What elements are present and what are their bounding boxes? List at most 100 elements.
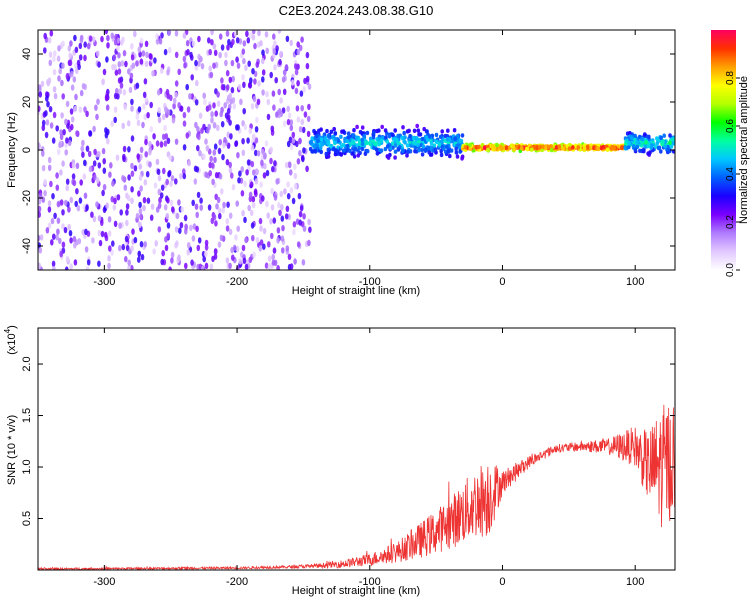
spectrogram-cell: [199, 204, 203, 211]
spectrogram-cell: [52, 55, 56, 63]
spectrogram-cell: [273, 160, 277, 167]
spectrogram-cell: [52, 69, 57, 76]
spectrogram-cell: [72, 235, 77, 243]
spectrogram-cell: [438, 134, 443, 140]
spectrogram-cell: [137, 190, 141, 197]
spectrogram-cell: [251, 68, 255, 75]
spectrogram-cell: [567, 146, 572, 151]
spectrogram-cell: [278, 108, 282, 115]
spectrogram-cell: [96, 50, 100, 57]
spectrogram-cell: [128, 86, 133, 94]
spectrogram-cell: [144, 151, 148, 158]
spectrogram-cell: [297, 192, 302, 200]
spectrogram-cell: [130, 197, 134, 204]
spectrogram-cell: [107, 262, 111, 270]
spectrogram-cell: [368, 136, 373, 141]
spectrogram-cell: [296, 241, 301, 248]
spectrogram-cell: [196, 191, 201, 199]
spectrogram-cell: [280, 235, 285, 242]
spectrogram-cell: [202, 153, 206, 160]
spectrogram-cell: [286, 118, 291, 126]
spectrogram-cell: [53, 93, 58, 100]
spectrogram-cell: [647, 134, 651, 139]
spectrogram-cell: [445, 136, 450, 142]
spectrogram-cell: [81, 83, 86, 90]
spectrogram-cell: [67, 224, 71, 231]
spectrogram-cell: [360, 141, 365, 147]
spectrogram-cell: [360, 131, 365, 136]
spectrogram-cell: [266, 113, 271, 121]
spectrogram-cell: [100, 219, 104, 226]
spectrogram-cell: [235, 56, 239, 63]
spectrogram-cell: [49, 180, 53, 188]
spectrogram-cell: [543, 145, 548, 151]
spectrogram-cell: [49, 122, 54, 129]
spectrogram-cell: [144, 138, 148, 146]
spectrogram-cell: [50, 217, 55, 225]
spectrogram-cell: [65, 137, 69, 144]
spectrogram-cell: [139, 185, 143, 192]
spectrogram-cell: [136, 153, 140, 160]
spectrogram-cell: [259, 181, 263, 188]
spectrogram-cell: [374, 147, 379, 152]
spectrogram-cell: [333, 137, 338, 142]
spectrogram-y-axis: -40 -20 0 20 40: [21, 48, 675, 254]
spectrogram-cell: [45, 119, 50, 126]
spectrogram-cell: [208, 65, 212, 72]
spectrogram-cell: [159, 141, 164, 148]
spectrogram-cell: [295, 105, 300, 112]
spectrogram-cell: [495, 142, 499, 148]
spectrogram-cell: [307, 239, 311, 247]
spectrogram-cell: [92, 160, 97, 167]
spectrogram-cell: [511, 143, 516, 149]
spectrogram-cell: [393, 155, 397, 160]
spectrogram-cell: [202, 255, 206, 263]
spectrogram-cell: [56, 228, 60, 235]
spectrogram-cell: [97, 61, 101, 68]
spectrogram-cell: [171, 117, 176, 124]
snr-series-line: [38, 404, 675, 570]
spectrogram-cell: [169, 180, 173, 187]
spectrogram-cell: [90, 211, 94, 218]
spectrogram-cell: [130, 105, 134, 112]
spectrogram-cell: [41, 150, 45, 157]
spectrogram-cell: [209, 71, 214, 79]
spectrogram-cell: [286, 140, 291, 148]
spectrogram-cell: [341, 142, 346, 148]
spectrogram-cell: [139, 58, 144, 65]
spectrogram-cell: [125, 203, 130, 210]
spectrogram-cell: [225, 225, 230, 232]
spectrogram-cell: [244, 64, 248, 72]
spectrogram-cell: [124, 60, 128, 68]
spectrogram-cell: [272, 33, 276, 40]
spectrogram-cell: [351, 139, 355, 144]
spectrogram-cell: [117, 68, 122, 75]
spectrogram-cell: [220, 188, 224, 195]
spectrogram-cell: [302, 86, 307, 93]
spectrogram-cell: [55, 172, 59, 179]
spectrogram-cell: [446, 128, 450, 133]
spectrogram-cell: [271, 90, 276, 97]
spectrogram-cell: [123, 103, 127, 111]
spectrogram-cell: [254, 126, 259, 133]
spectrogram-cell: [305, 165, 309, 172]
spectrogram-cell: [339, 152, 344, 157]
spectrogram-cell: [86, 259, 91, 266]
spectrogram-cell: [650, 143, 654, 148]
spectrogram-cell: [144, 60, 149, 67]
spectrogram-cell: [64, 199, 68, 207]
spectrogram-cell: [213, 49, 218, 56]
spectrogram-cell: [204, 171, 208, 178]
spectrogram-cell: [449, 148, 454, 153]
spectrogram-cell: [185, 132, 190, 139]
spectrogram-cell: [289, 119, 294, 126]
spectrogram-cell: [182, 111, 187, 119]
spectrogram-cell: [407, 128, 411, 133]
spectrogram-cell: [440, 129, 445, 134]
colorbar-tick-label: 0.8: [725, 71, 736, 85]
spectrogram-cell: [182, 172, 187, 180]
spectrogram-cell: [225, 257, 230, 264]
spectrogram-cell: [225, 70, 230, 77]
spectrogram-cell: [60, 79, 64, 87]
spectrogram-cell: [185, 40, 190, 47]
